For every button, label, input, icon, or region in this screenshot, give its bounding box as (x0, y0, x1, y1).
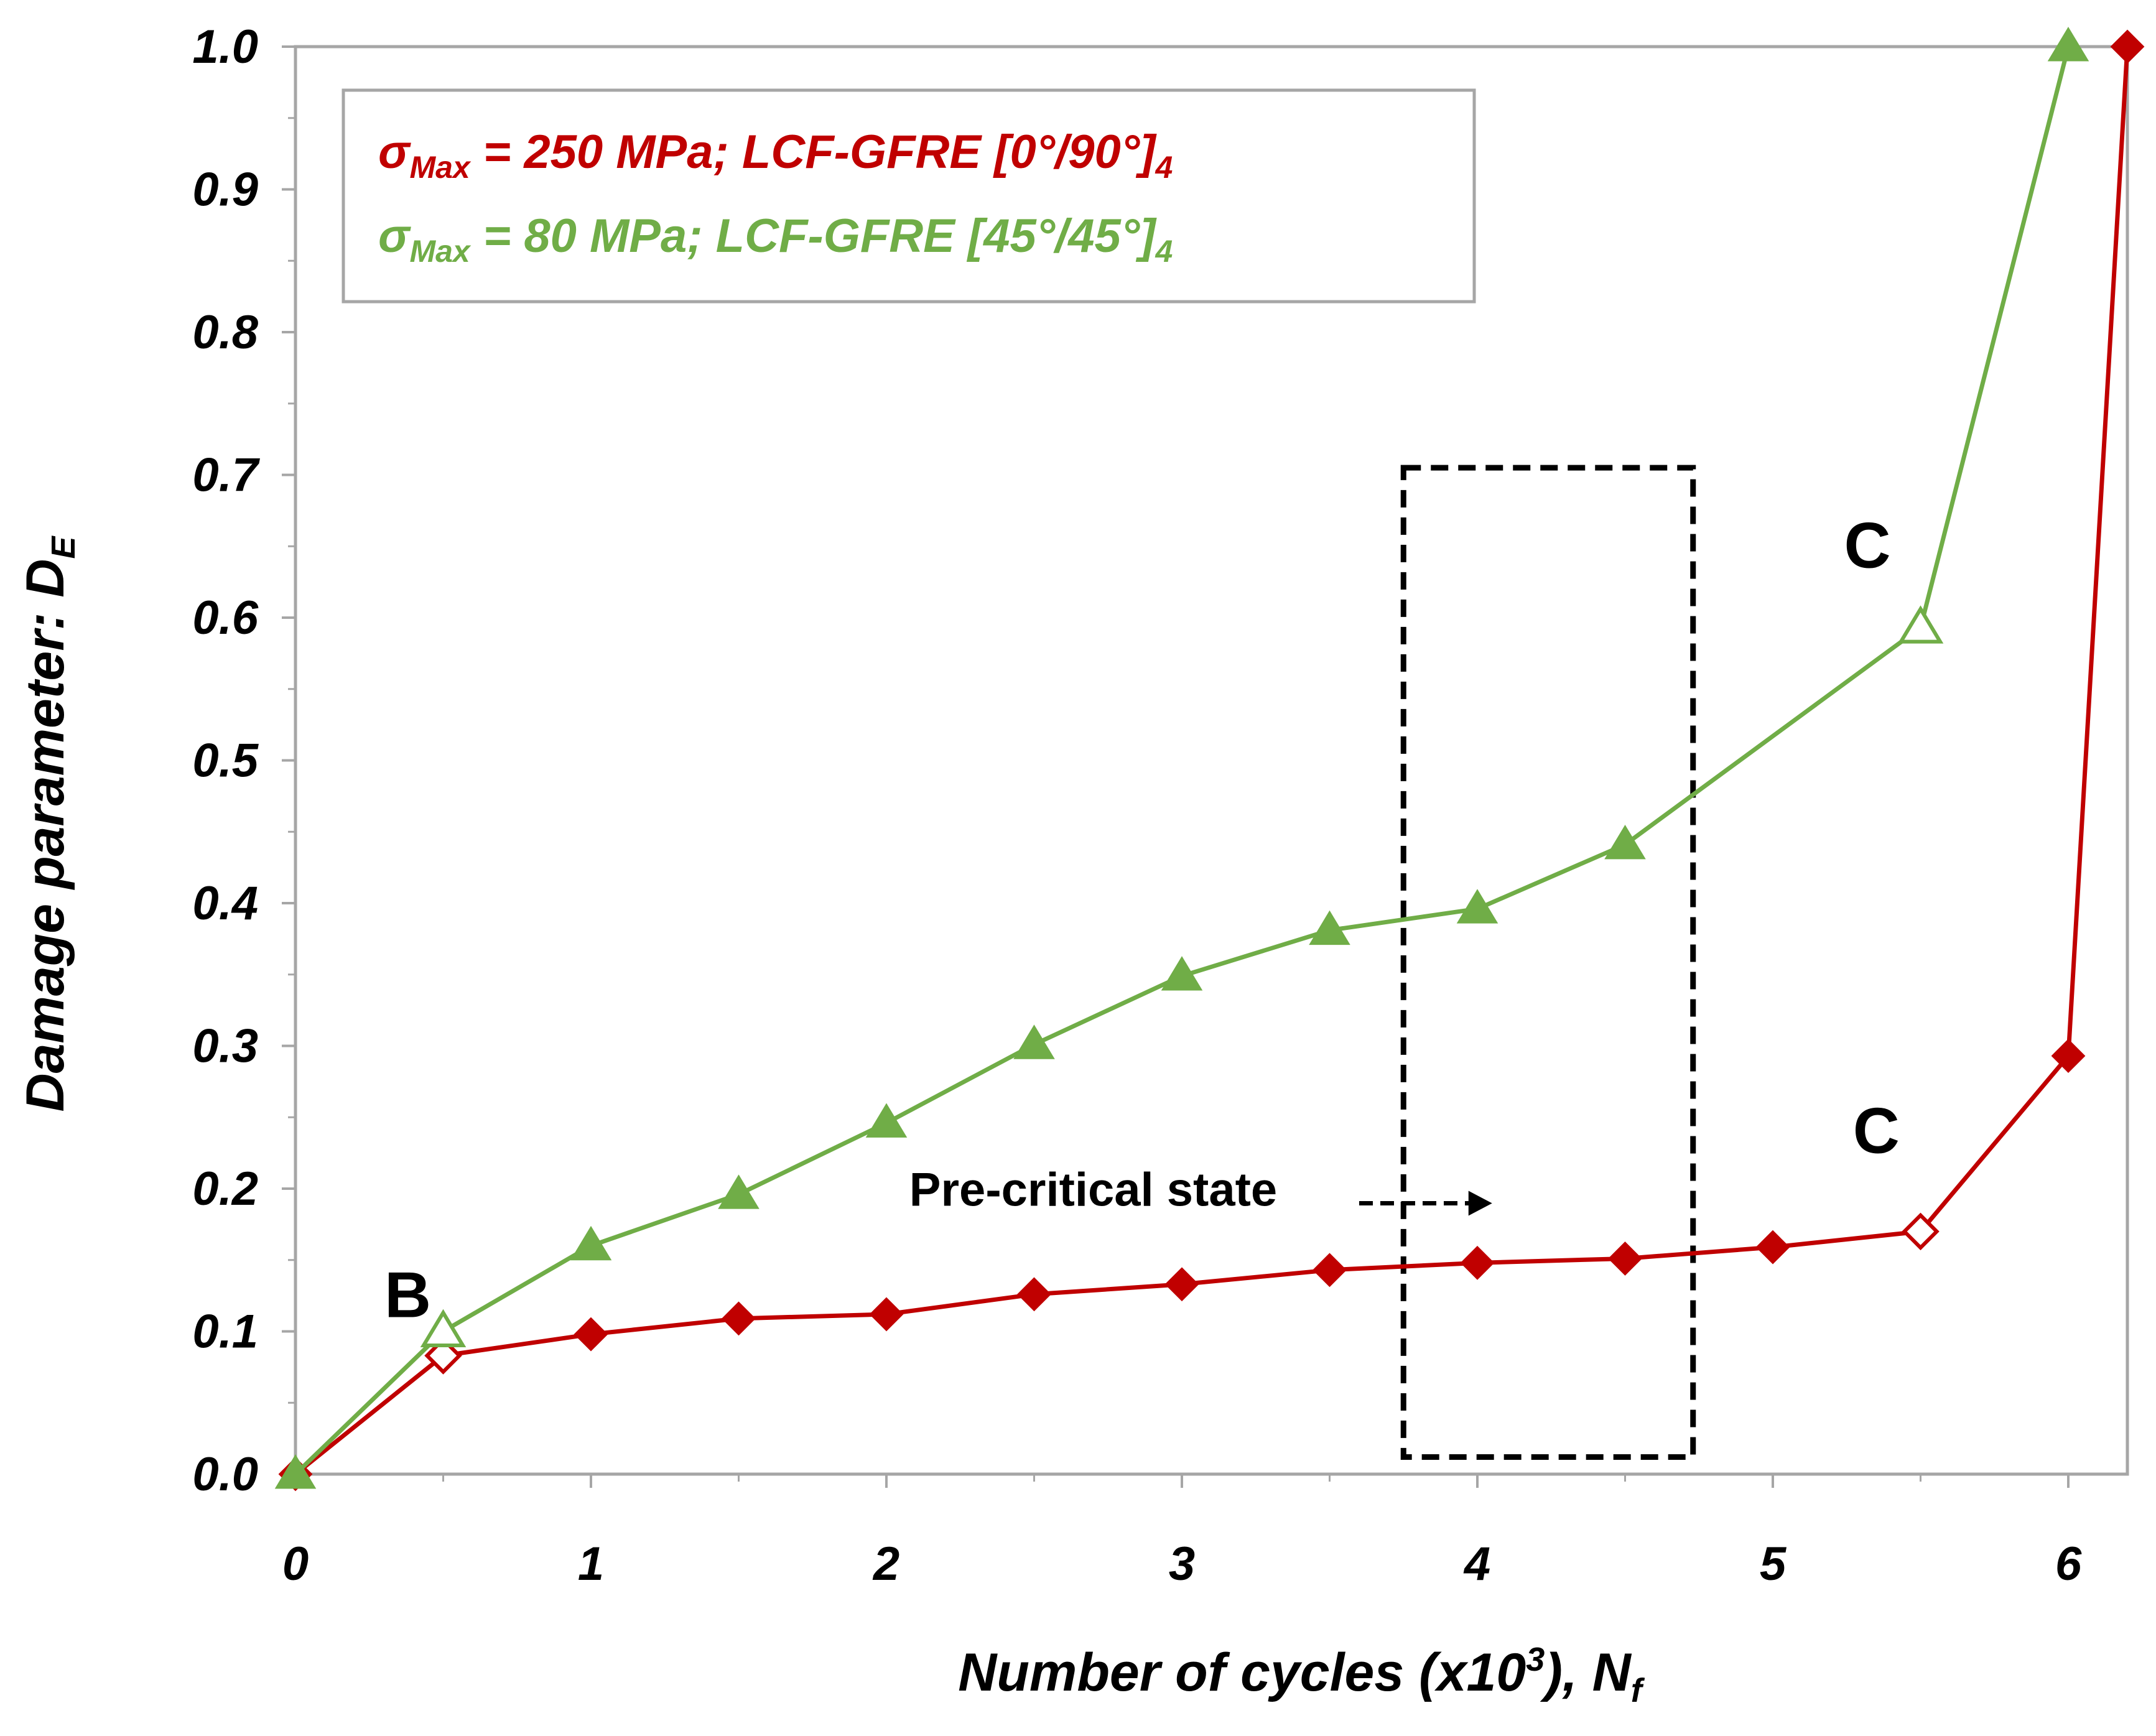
data-point-red (722, 1301, 756, 1336)
y-tick-label: 0.0 (192, 1448, 258, 1501)
data-point-green (2047, 27, 2089, 62)
annotation-c-green: C (1844, 510, 1890, 582)
pre-critical-arrow (1359, 1191, 1492, 1216)
legend: σMax = 250 MPa; LCF-GFRE [0°/90°]4 σMax … (342, 88, 1476, 304)
dashed-rectangle (1400, 465, 1696, 1460)
data-point-green (718, 1174, 760, 1209)
data-point-green (1456, 889, 1499, 924)
y-axis-title: Damage parameter: DE (16, 536, 82, 1112)
data-point-red (2051, 1039, 2086, 1073)
annotation-b: B (384, 1260, 431, 1332)
annotations: B C C Pre-critical state (384, 510, 1900, 1332)
y-tick-label: 0.7 (192, 449, 260, 502)
x-tick-label: 2 (872, 1538, 899, 1590)
y-tick-label: 0.9 (192, 164, 258, 216)
arrow-head (1468, 1191, 1492, 1216)
data-point-red (869, 1297, 904, 1332)
series-line-red (294, 46, 2130, 1476)
data-point-red (1313, 1253, 1347, 1288)
data-point-red (1755, 1230, 1790, 1265)
legend-entry-green: σMax = 80 MPa; LCF-GFRE [45°/45°]4 (378, 210, 1173, 269)
data-point-red (424, 1337, 462, 1375)
data-point-green (1897, 605, 1944, 644)
series-green (274, 27, 2089, 1489)
x-tick-label: 6 (2055, 1538, 2082, 1590)
y-axis: 0.0 0.1 0.2 0.3 0.4 0.5 0.6 0.7 0.8 0.9 1.0 (192, 21, 295, 1501)
annotation-pre-critical: Pre-critical state (909, 1164, 1277, 1217)
data-point-red (1902, 1212, 1940, 1251)
y-tick-label: 0.2 (192, 1163, 258, 1215)
x-axis-title: Number of cycles (x103), Nf (958, 1641, 1645, 1709)
data-point-green (865, 1103, 908, 1138)
y-tick-label: 0.6 (192, 592, 258, 644)
data-point-red (1608, 1242, 1642, 1276)
data-point-red (574, 1317, 608, 1352)
data-point-red (1017, 1277, 1051, 1312)
series-layer (274, 27, 2145, 1492)
legend-entry-red: σMax = 250 MPa; LCF-GFRE [0°/90°]4 (378, 126, 1173, 185)
x-axis: 0 1 2 3 4 5 6 (282, 1474, 2082, 1590)
data-point-red (1460, 1245, 1495, 1280)
data-point-green (570, 1225, 612, 1261)
x-tick-label: 5 (1760, 1538, 1787, 1590)
x-tick-label: 3 (1169, 1538, 1195, 1590)
data-point-green (1309, 910, 1350, 945)
series-line-green (294, 46, 2071, 1476)
y-tick-label: 0.8 (192, 306, 258, 359)
data-point-green (1604, 824, 1646, 860)
y-tick-label: 0.1 (192, 1306, 258, 1358)
y-tick-label: 1.0 (192, 21, 258, 73)
data-point-red (2110, 29, 2145, 64)
x-tick-label: 0 (282, 1538, 309, 1590)
pre-critical-box (1400, 465, 1696, 1460)
data-point-green (420, 1309, 467, 1347)
y-tick-label: 0.3 (192, 1020, 258, 1073)
legend-frame (342, 88, 1476, 304)
data-point-green (274, 1454, 317, 1489)
x-tick-label: 1 (578, 1538, 604, 1590)
data-point-red (1164, 1267, 1199, 1302)
y-tick-label: 0.5 (192, 735, 259, 787)
x-tick-label: 4 (1463, 1538, 1490, 1590)
annotation-c-red: C (1853, 1095, 1900, 1167)
y-tick-label: 0.4 (192, 877, 258, 930)
data-point-green (1161, 956, 1203, 991)
data-point-green (1013, 1024, 1055, 1059)
